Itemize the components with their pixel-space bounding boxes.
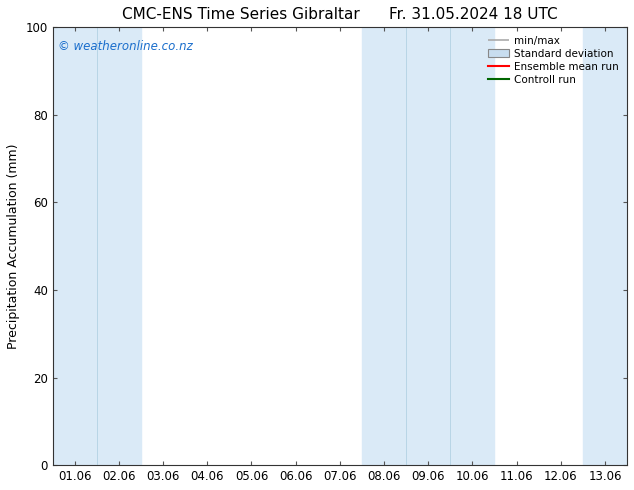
Bar: [53, 27, 141, 465]
Bar: [362, 27, 495, 465]
Legend: min/max, Standard deviation, Ensemble mean run, Controll run: min/max, Standard deviation, Ensemble me…: [485, 32, 622, 88]
Bar: [583, 27, 627, 465]
Y-axis label: Precipitation Accumulation (mm): Precipitation Accumulation (mm): [7, 144, 20, 349]
Text: © weatheronline.co.nz: © weatheronline.co.nz: [58, 40, 193, 53]
Title: CMC-ENS Time Series Gibraltar      Fr. 31.05.2024 18 UTC: CMC-ENS Time Series Gibraltar Fr. 31.05.…: [122, 7, 558, 22]
